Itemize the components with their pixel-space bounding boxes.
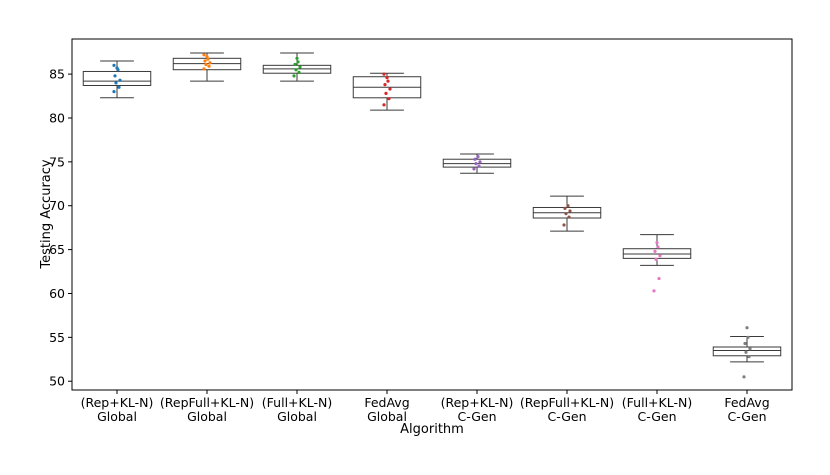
data-point [386, 79, 390, 83]
y-ticks: 50 55 60 65 70 75 80 85 [49, 67, 72, 389]
x-tick-label-line2: Global [187, 409, 227, 424]
data-point [293, 62, 297, 67]
x-tick-label-line2: C-Gen [728, 409, 767, 424]
data-point [476, 154, 480, 159]
data-point [112, 90, 116, 94]
data-point [205, 54, 209, 59]
data-point [566, 204, 570, 208]
data-point [114, 81, 118, 85]
data-point [117, 85, 121, 89]
box-group [352, 72, 422, 111]
x-tick-label-line2: C-Gen [548, 409, 587, 424]
box-group [442, 153, 512, 174]
data-point [294, 68, 298, 72]
data-point [208, 61, 212, 65]
data-point [658, 254, 662, 258]
data-point [654, 257, 658, 261]
data-point [653, 249, 657, 253]
data-point [383, 83, 387, 87]
data-point [564, 212, 568, 216]
x-tick-label-line1: (Full+KL-N) [262, 395, 332, 410]
data-point [384, 91, 388, 96]
data-point [382, 72, 386, 76]
x-tick-label-line2: C-Gen [638, 409, 677, 424]
box-group [532, 195, 602, 232]
data-point [652, 289, 656, 293]
y-tick-label: 55 [49, 330, 65, 345]
data-point [562, 223, 566, 227]
data-point [743, 341, 747, 346]
data-point [748, 347, 752, 351]
data-point [563, 206, 567, 210]
data-point [204, 62, 208, 67]
data-point [387, 97, 391, 101]
box-iqr [82, 70, 152, 87]
data-point [202, 67, 206, 71]
x-tick-label-line1: FedAvg [724, 395, 769, 410]
plot-area [71, 38, 793, 391]
data-point [298, 65, 302, 69]
y-tick-label: 80 [49, 110, 65, 125]
x-tick-label-line1: (Rep+KL-N) [81, 395, 154, 410]
data-point [296, 60, 300, 64]
y-axis-title: Testing Accuracy [39, 159, 54, 269]
x-tick-label-line1: (Full+KL-N) [622, 395, 692, 410]
y-tick-label: 85 [49, 67, 65, 82]
data-point [203, 59, 207, 63]
data-point [295, 56, 299, 60]
data-point [472, 167, 476, 171]
box-group [262, 52, 332, 82]
y-tick-label: 50 [49, 374, 65, 389]
data-point [747, 355, 751, 359]
x-axis-title: Algorithm [400, 422, 464, 437]
data-point [745, 326, 749, 330]
data-point [657, 276, 661, 281]
x-tick-label-line2: Global [277, 409, 317, 424]
x-ticks: (Rep+KL-N)Global(RepFull+KL-N)Global(Ful… [81, 390, 770, 424]
x-tick-label-line2: C-Gen [458, 409, 497, 424]
data-point [478, 160, 482, 164]
data-point [207, 64, 211, 68]
x-tick-label-line1: (Rep+KL-N) [441, 395, 514, 410]
data-point [297, 70, 301, 74]
data-point [292, 74, 296, 78]
x-tick-label-line1: (RepFull+KL-N) [160, 395, 254, 410]
box-group [172, 52, 242, 82]
data-point [388, 87, 392, 91]
boxes-layer [82, 52, 782, 379]
data-point [382, 103, 386, 107]
data-point [746, 335, 750, 339]
data-point [112, 63, 116, 67]
data-point [115, 66, 119, 70]
data-point [744, 350, 748, 354]
x-tick-label-line2: Global [367, 409, 407, 424]
y-tick-label: 65 [49, 242, 65, 257]
data-point [742, 375, 746, 379]
data-point [118, 78, 122, 82]
data-point [655, 240, 659, 245]
data-point [567, 215, 571, 219]
data-point [568, 209, 572, 213]
box-group [622, 234, 692, 293]
x-tick-label-line1: FedAvg [364, 395, 409, 410]
data-point [474, 162, 478, 166]
y-tick-label: 60 [49, 286, 65, 301]
box-group [82, 60, 152, 99]
x-tick-label-line1: (RepFull+KL-N) [520, 395, 614, 410]
box-group [712, 326, 782, 379]
data-point [473, 157, 477, 161]
data-point [113, 74, 117, 78]
data-point [206, 57, 210, 61]
data-point [385, 76, 389, 80]
y-tick-label: 75 [49, 154, 65, 169]
data-point [477, 164, 481, 168]
y-tick-label: 70 [49, 198, 65, 213]
data-point [202, 53, 206, 57]
data-point [656, 245, 660, 249]
x-tick-label-line2: Global [97, 409, 137, 424]
